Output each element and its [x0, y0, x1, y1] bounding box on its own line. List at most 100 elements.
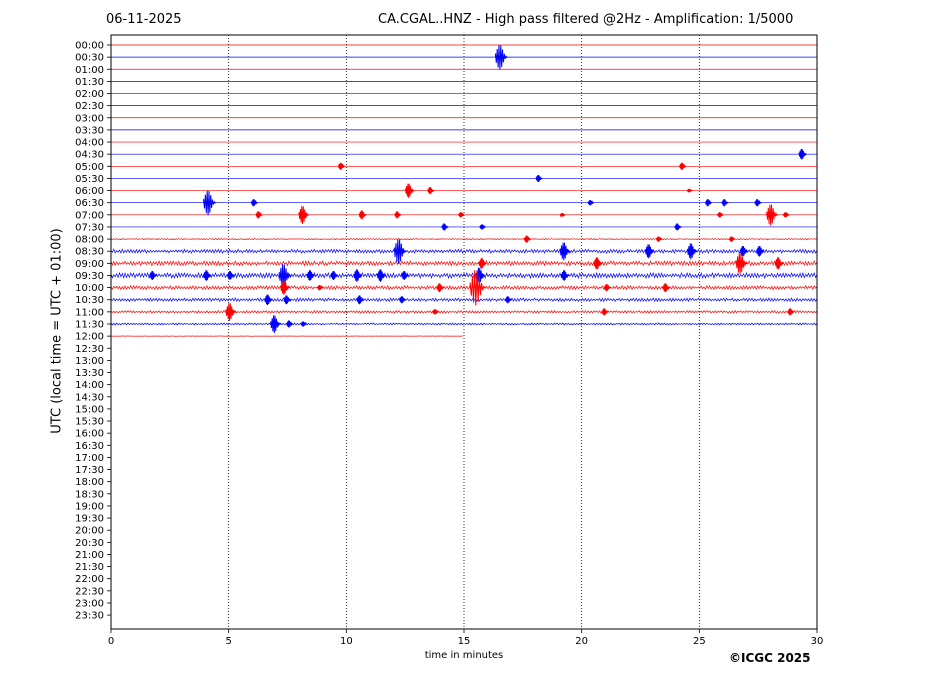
- x-tick-label: 30: [811, 636, 824, 647]
- event-mark: [662, 283, 671, 293]
- y-tick-label: 23:00: [75, 598, 104, 609]
- event-mark: [394, 211, 402, 219]
- event-mark: [494, 45, 509, 70]
- event-mark: [225, 303, 237, 321]
- chart-title: CA.CGAL..HNZ - High pass filtered @2Hz -…: [378, 12, 794, 27]
- event-mark: [645, 244, 655, 259]
- y-tick-label: 15:30: [75, 417, 104, 428]
- event-mark: [427, 187, 435, 195]
- event-mark: [559, 242, 571, 261]
- trace-line: [110, 297, 818, 303]
- event-mark: [358, 210, 367, 220]
- trace-line: [110, 284, 818, 291]
- event-mark: [306, 270, 315, 281]
- y-tick-label: 01:30: [75, 77, 104, 88]
- x-tick-label: 20: [575, 636, 588, 647]
- y-tick-label: 19:30: [75, 514, 104, 525]
- event-mark: [286, 320, 294, 328]
- event-mark: [317, 284, 324, 291]
- event-mark: [787, 308, 795, 316]
- y-tick-label: 22:30: [75, 586, 104, 597]
- y-tick-label: 16:00: [75, 429, 104, 440]
- x-tick-label: 10: [340, 636, 353, 647]
- event-mark: [593, 257, 603, 270]
- event-mark: [478, 258, 487, 269]
- y-tick-label: 11:30: [75, 319, 104, 330]
- y-tick-label: 12:00: [75, 332, 104, 343]
- chart-date: 06-11-2025: [106, 12, 182, 27]
- event-mark: [356, 295, 365, 305]
- y-tick-label: 16:30: [75, 441, 104, 452]
- y-tick-label: 12:30: [75, 344, 104, 355]
- event-mark: [283, 295, 292, 305]
- event-mark: [735, 252, 748, 275]
- y-tick-label: 11:00: [75, 307, 104, 318]
- y-tick-label: 15:00: [75, 404, 104, 415]
- event-mark: [687, 243, 698, 260]
- event-mark: [149, 271, 158, 281]
- y-tick-label: 08:30: [75, 247, 104, 258]
- event-mark: [337, 162, 345, 170]
- event-mark: [278, 264, 292, 288]
- x-tick-label: 25: [693, 636, 706, 647]
- event-mark: [270, 315, 281, 334]
- event-mark: [264, 294, 273, 306]
- event-mark: [203, 190, 217, 216]
- event-mark: [255, 211, 263, 219]
- event-mark: [798, 148, 807, 160]
- y-tick-label: 06:00: [75, 186, 104, 197]
- y-tick-label: 20:30: [75, 538, 104, 549]
- x-tick-label: 0: [108, 636, 114, 647]
- y-tick-label: 03:00: [75, 113, 104, 124]
- event-mark: [404, 183, 415, 198]
- event-mark: [756, 245, 765, 257]
- y-tick-label: 21:30: [75, 562, 104, 573]
- y-tick-label: 03:30: [75, 125, 104, 136]
- event-mark: [674, 223, 682, 231]
- event-mark: [401, 271, 409, 281]
- event-mark: [601, 308, 609, 316]
- y-tick-label: 10:30: [75, 295, 104, 306]
- y-tick-label: 09:00: [75, 259, 104, 270]
- y-tick-label: 21:00: [75, 550, 104, 561]
- event-mark: [679, 162, 687, 170]
- trace-line: [110, 259, 818, 267]
- y-tick-label: 13:30: [75, 368, 104, 379]
- event-mark: [686, 188, 693, 193]
- y-tick-label: 01:00: [75, 65, 104, 76]
- event-mark: [587, 200, 595, 206]
- event-mark: [250, 199, 258, 207]
- y-tick-label: 19:00: [75, 501, 104, 512]
- y-tick-label: 10:00: [75, 283, 104, 294]
- y-tick-label: 17:00: [75, 453, 104, 464]
- event-mark: [436, 283, 445, 293]
- x-tick-label: 15: [458, 636, 471, 647]
- y-tick-label: 05:00: [75, 162, 104, 173]
- y-tick-label: 13:00: [75, 356, 104, 367]
- event-mark: [705, 199, 713, 207]
- event-mark: [432, 309, 439, 315]
- copyright-label: ©ICGC 2025: [729, 651, 811, 665]
- event-mark: [721, 199, 729, 207]
- y-tick-label: 02:30: [75, 101, 104, 112]
- y-tick-label: 08:00: [75, 235, 104, 246]
- event-mark: [399, 296, 407, 304]
- event-mark: [559, 212, 566, 218]
- event-mark: [479, 224, 486, 230]
- y-tick-label: 00:30: [75, 53, 104, 64]
- event-mark: [203, 270, 212, 281]
- y-tick-label: 00:00: [75, 41, 104, 52]
- event-mark: [469, 270, 487, 306]
- event-mark: [353, 269, 363, 282]
- trace-group: [110, 44, 818, 337]
- event-mark: [739, 245, 749, 257]
- y-tick-label: 05:30: [75, 174, 104, 185]
- event-mark: [523, 235, 531, 243]
- x-tick-label: 5: [225, 636, 231, 647]
- event-mark: [227, 271, 235, 281]
- y-tick-label: 09:30: [75, 271, 104, 282]
- event-mark: [754, 199, 762, 207]
- event-mark: [298, 206, 310, 224]
- event-mark: [783, 212, 790, 218]
